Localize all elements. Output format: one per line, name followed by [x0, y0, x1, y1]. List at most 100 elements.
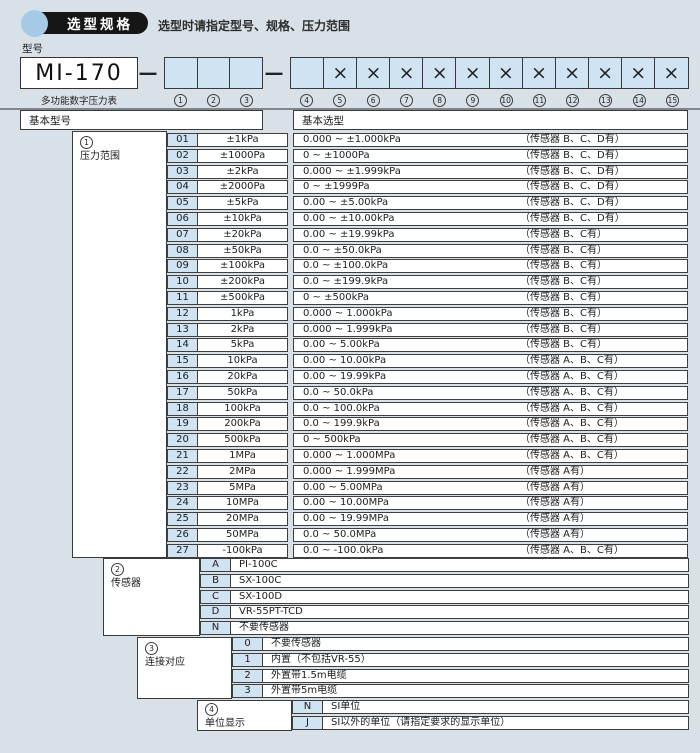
display-range-text: 0.0 ~ ±100.0kPa [303, 260, 389, 272]
position-number-slot: 8 [423, 94, 456, 107]
option-code-cell: 15 [167, 354, 198, 369]
spec-row: 06 ±10kPa 0.00 ~ ±10.00kPa （传感器 B、C、D有） [167, 211, 688, 226]
spec-row: 16 20kPa 0.00 ~ 19.99kPa （传感器 A、B、C有） [167, 369, 688, 384]
option-code-cell: 20 [167, 433, 198, 448]
option-code-cell: J [292, 715, 323, 730]
model-option-box-14: × [620, 57, 656, 89]
model-option-box-13: × [587, 57, 623, 89]
option-value-cell: 内置（不包括VR-55） [262, 652, 689, 667]
display-range-text: 0 ~ ±1999Pa [303, 181, 370, 193]
option-code-cell: 21 [167, 448, 198, 463]
section-label-pressure-range: 1 压力范围 [72, 131, 167, 558]
section-label-unit-display: 4 单位显示 [197, 700, 292, 731]
option-code-cell: 1 [232, 652, 263, 667]
spec-row: B SX-100C [200, 573, 689, 588]
digit-position-numbers: 1 2 3 [164, 94, 263, 107]
display-range-cell: 0 ~ ±1999Pa （传感器 B、C、D有） [293, 180, 688, 195]
range-value-cell: -100kPa [197, 543, 288, 558]
availability-note: （传感器 A有） [520, 497, 591, 509]
display-range-cell: 0.00 ~ 19.99kPa （传感器 A、B、C有） [293, 369, 688, 384]
range-value-cell: ±50kPa [197, 243, 288, 258]
section-label-text: 连接对应 [145, 657, 185, 669]
range-value-cell: ±200kPa [197, 275, 288, 290]
circled-number-icon: 1 [80, 136, 93, 150]
position-number-slot: 5 [323, 94, 356, 107]
option-code-cell: D [200, 605, 231, 620]
spec-row: 2 外置带1.5m电缆 [232, 668, 689, 683]
display-range-cell: 0.0 ~ 50.0kPa （传感器 A、B、C有） [293, 385, 688, 400]
display-range-cell: 0.00 ~ 10.00MPa （传感器 A有） [293, 496, 688, 511]
circled-number-icon: 3 [240, 94, 253, 107]
section-label-sensor: 2 传感器 [103, 558, 200, 636]
option-value-cell: 外置带1.5m电缆 [262, 668, 689, 683]
section-badge: 选型规格 [30, 12, 148, 34]
position-number-slot: 15 [656, 94, 689, 107]
option-code-cell: 16 [167, 369, 198, 384]
display-range-cell: 0.00 ~ ±19.99kPa （传感器 B、C有） [293, 227, 688, 242]
availability-note: （传感器 A有） [520, 513, 591, 525]
spec-row: 26 50MPa 0.0 ~ 50.0MPa （传感器 A有） [167, 527, 688, 542]
spec-row: 02 ±1000Pa 0 ~ ±1000Pa （传感器 B、C、D有） [167, 148, 688, 163]
display-range-text: 0.000 ~ ±1.999kPa [303, 165, 401, 177]
option-code-cell: 3 [232, 684, 263, 699]
position-number-slot: 6 [357, 94, 390, 107]
position-number-slot: 4 [290, 94, 323, 107]
display-range-text: 0.0 ~ 50.0MPa [303, 528, 377, 540]
range-value-cell: 50MPa [197, 527, 288, 542]
option-code-cell: 01 [167, 133, 198, 147]
spec-row: 20 500kPa 0 ~ 500kPa （传感器 A、B、C有） [167, 433, 688, 448]
display-range-text: 0 ~ ±1000Pa [303, 149, 370, 161]
spec-row: 14 5kPa 0.00 ~ 5.00kPa （传感器 B、C有） [167, 338, 688, 353]
option-value-cell: 不要传感器 [262, 637, 689, 651]
spec-row: 21 1MPa 0.000 ~ 1.000MPa （传感器 A、B、C有） [167, 448, 688, 463]
availability-note: （传感器 B、C有） [520, 307, 608, 319]
display-range-cell: 0.0 ~ ±50.0kPa （传感器 B、C有） [293, 243, 688, 258]
option-code-cell: 17 [167, 385, 198, 400]
range-value-cell: ±2000Pa [197, 180, 288, 195]
circled-number-icon: 6 [366, 94, 380, 107]
spec-row: D VR-55PT-TCD [200, 605, 689, 620]
spec-row: 0 不要传感器 [232, 637, 689, 651]
range-value-cell: 20kPa [197, 369, 288, 384]
spec-row: 05 ±5kPa 0.00 ~ ±5.00kPa （传感器 B、C、D有） [167, 196, 688, 211]
availability-note: （传感器 A有） [520, 481, 591, 493]
availability-note: （传感器 A、B、C有） [520, 370, 624, 382]
range-value-cell: 1kPa [197, 306, 288, 321]
display-range-text: 0.00 ~ ±10.00kPa [303, 212, 395, 224]
option-position-numbers: 4 5 6 7 8 9 10 11 12 13 14 15 [290, 94, 689, 107]
range-value-cell: 2kPa [197, 322, 288, 337]
model-digit-box-3 [229, 57, 263, 89]
circled-number-icon: 14 [632, 94, 646, 107]
spec-row: 08 ±50kPa 0.0 ~ ±50.0kPa （传感器 B、C有） [167, 243, 688, 258]
availability-note: （传感器 B、C、D有） [520, 212, 625, 224]
display-range-text: 0.00 ~ 19.99kPa [303, 370, 387, 382]
availability-note: （传感器 A、B、C有） [520, 402, 624, 414]
availability-note: （传感器 B、C、D有） [520, 165, 625, 177]
range-value-cell: 10kPa [197, 354, 288, 369]
display-range-text: 0.00 ~ ±19.99kPa [303, 228, 395, 240]
circled-number-icon: 15 [665, 94, 679, 107]
display-range-text: 0.0 ~ -100.0kPa [303, 544, 384, 556]
spec-row: 04 ±2000Pa 0 ~ ±1999Pa （传感器 B、C、D有） [167, 180, 688, 195]
position-number-slot: 1 [164, 94, 197, 107]
option-code-cell: 08 [167, 243, 198, 258]
basic-model-header: 基本型号 [20, 110, 263, 130]
availability-note: （传感器 B、C有） [520, 244, 608, 256]
display-range-text: 0.000 ~ 1.000kPa [303, 307, 393, 319]
circled-number-icon: 13 [599, 94, 613, 107]
circled-number-icon: 4 [205, 703, 218, 717]
option-value-cell: 外置带5m电缆 [262, 684, 689, 699]
display-range-cell: 0.0 ~ ±100.0kPa （传感器 B、C有） [293, 259, 688, 274]
range-value-cell: ±100kPa [197, 259, 288, 274]
position-number-slot: 7 [390, 94, 423, 107]
circled-number-icon: 11 [532, 94, 546, 107]
spec-row: C SX-100D [200, 589, 689, 604]
option-code-cell: N [292, 700, 323, 714]
spec-row: J SI以外的单位（请指定要求的显示单位） [292, 715, 689, 730]
spec-row: N SI单位 [292, 700, 689, 714]
option-code-cell: N [200, 621, 231, 636]
option-code-cell: C [200, 589, 231, 604]
display-range-cell: 0 ~ ±1000Pa （传感器 B、C、D有） [293, 148, 688, 163]
display-range-text: 0.000 ~ 1.000MPa [303, 449, 396, 461]
